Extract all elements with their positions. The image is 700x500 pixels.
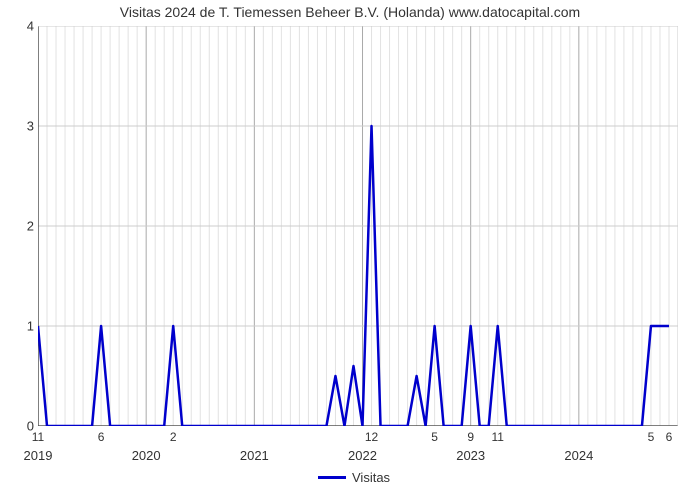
- y-tick-label: 0: [6, 419, 34, 434]
- legend: Visitas: [318, 470, 390, 485]
- x-year-label: 2022: [348, 448, 377, 463]
- x-point-label: 6: [666, 430, 673, 444]
- chart-svg: [38, 26, 678, 426]
- y-tick-label: 1: [6, 319, 34, 334]
- x-year-label: 2020: [132, 448, 161, 463]
- x-year-label: 2019: [24, 448, 53, 463]
- x-point-label: 5: [648, 430, 655, 444]
- x-point-label: 11: [491, 430, 503, 444]
- chart-title: Visitas 2024 de T. Tiemessen Beheer B.V.…: [0, 4, 700, 20]
- y-tick-label: 3: [6, 119, 34, 134]
- x-year-label: 2024: [564, 448, 593, 463]
- x-point-label: 5: [431, 430, 438, 444]
- x-year-label: 2021: [240, 448, 269, 463]
- x-point-label: 9: [467, 430, 474, 444]
- y-tick-label: 2: [6, 219, 34, 234]
- x-point-label: 12: [365, 430, 378, 444]
- x-point-label: 11: [32, 430, 44, 444]
- y-tick-label: 4: [6, 19, 34, 34]
- x-point-label: 6: [98, 430, 105, 444]
- x-year-label: 2023: [456, 448, 485, 463]
- plot-area: [38, 26, 678, 426]
- legend-swatch: [318, 476, 346, 479]
- legend-label: Visitas: [352, 470, 390, 485]
- x-point-label: 2: [170, 430, 177, 444]
